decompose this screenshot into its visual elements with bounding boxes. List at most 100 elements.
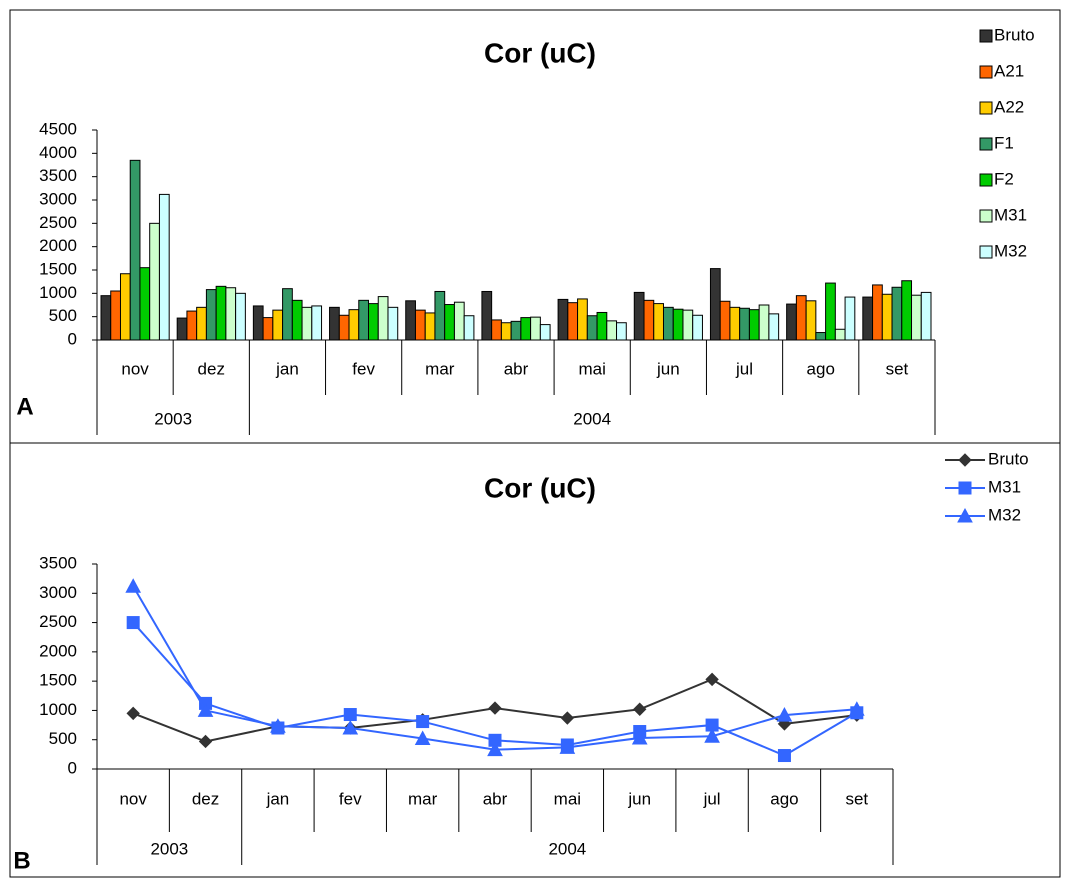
bar (692, 314, 703, 341)
legend-swatch (979, 29, 993, 43)
group-label: 2004 (573, 409, 611, 428)
bar (176, 317, 188, 341)
legend-label: F1 (994, 133, 1014, 152)
marker (776, 707, 793, 722)
bar (129, 159, 141, 341)
group-label: 2003 (150, 839, 188, 858)
y-tick-label: 1500 (39, 259, 77, 278)
chart-title: Cor (uC) (484, 472, 596, 503)
bar (510, 320, 522, 341)
marker (777, 749, 791, 763)
x-tick-label: ago (807, 359, 835, 378)
bar (825, 282, 836, 341)
x-tick-label: abr (483, 789, 508, 808)
x-tick-label: mai (554, 789, 581, 808)
marker (125, 578, 142, 593)
bar (100, 295, 112, 341)
bar (786, 303, 797, 341)
marker (487, 741, 503, 757)
bar (301, 306, 313, 341)
bar (758, 304, 770, 341)
bar (377, 296, 389, 341)
bar (139, 267, 151, 341)
bar (158, 193, 170, 341)
marker (559, 739, 576, 754)
x-tick-label: nov (121, 359, 149, 378)
x-tick-label: set (845, 789, 868, 808)
y-tick-label: 0 (68, 329, 77, 348)
marker (560, 711, 575, 725)
bar (834, 328, 846, 341)
marker (197, 702, 214, 717)
x-tick-label: fev (339, 789, 362, 808)
bar (252, 305, 264, 341)
bar (463, 315, 475, 341)
marker (126, 616, 140, 630)
y-tick-label: 1000 (39, 700, 77, 719)
legend-label: Bruto (988, 449, 1029, 468)
bar (149, 222, 160, 341)
legend-label: A21 (994, 61, 1024, 80)
bar (424, 312, 436, 341)
bar (329, 306, 340, 341)
marker (416, 715, 430, 729)
bar (215, 285, 227, 341)
legend-swatch (979, 65, 993, 79)
bar (739, 307, 750, 341)
bar (453, 301, 465, 341)
x-tick-label: abr (504, 359, 529, 378)
bar (682, 309, 694, 341)
x-tick-label: nov (119, 789, 147, 808)
bar (709, 268, 721, 341)
bar (891, 286, 903, 341)
y-tick-label: 2000 (39, 641, 77, 660)
bar (358, 299, 370, 341)
bar (235, 292, 246, 341)
x-tick-label: jun (656, 359, 680, 378)
marker (198, 734, 213, 749)
bar (291, 299, 303, 341)
bar (662, 306, 674, 341)
bar (768, 313, 780, 341)
bar (119, 273, 131, 341)
panel-b-frame (9, 442, 1061, 878)
bar (491, 319, 502, 341)
bar (643, 299, 655, 341)
bar (481, 290, 493, 341)
legend-swatch (979, 137, 993, 151)
x-tick-label: jun (627, 789, 651, 808)
bar (911, 294, 922, 341)
legend-label: M31 (988, 477, 1021, 496)
marker (342, 719, 359, 735)
legend-label: A22 (994, 97, 1024, 116)
legend-swatch (979, 101, 993, 115)
y-tick-label: 2500 (39, 612, 77, 631)
x-tick-label: mai (578, 359, 605, 378)
legend-swatch (979, 245, 993, 259)
x-tick-label: jul (703, 789, 721, 808)
bar (434, 290, 446, 341)
y-tick-label: 1500 (39, 671, 77, 690)
bar (311, 305, 323, 341)
y-tick-label: 4000 (39, 143, 77, 162)
legend-label: M32 (994, 241, 1027, 260)
bar (500, 322, 512, 341)
legend-label: M31 (994, 205, 1027, 224)
bar (920, 291, 932, 341)
bar (606, 320, 618, 341)
bar (586, 315, 598, 341)
y-tick-label: 3500 (39, 553, 77, 572)
x-tick-label: fev (352, 359, 375, 378)
bar (272, 309, 284, 341)
legend-marker (957, 507, 973, 523)
marker (414, 730, 431, 746)
x-tick-label: jan (275, 359, 299, 378)
y-tick-label: 3500 (39, 166, 77, 185)
bar (539, 324, 551, 341)
y-tick-label: 500 (49, 306, 77, 325)
bar (387, 306, 399, 341)
panel-label: A (16, 393, 33, 420)
bar (729, 306, 741, 341)
bar (405, 300, 416, 341)
